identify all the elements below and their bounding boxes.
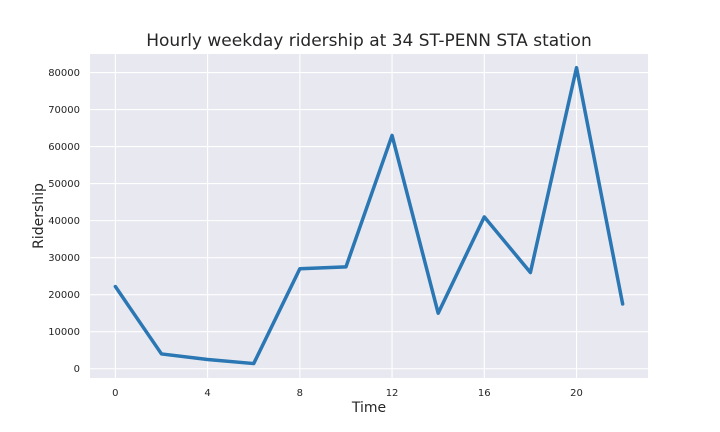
y-tick-label: 0 — [74, 364, 80, 375]
data-point — [436, 311, 440, 315]
x-axis-title: Time — [351, 400, 386, 416]
ridership-series-line — [113, 65, 625, 366]
data-point — [344, 265, 348, 269]
data-point — [113, 285, 117, 289]
x-tick-label: 4 — [204, 388, 210, 399]
series-group — [113, 65, 625, 366]
x-tick-label: 8 — [297, 388, 303, 399]
x-tick-label: 16 — [478, 388, 491, 399]
y-tick-label: 70000 — [48, 105, 80, 116]
x-tick-label: 20 — [570, 388, 583, 399]
x-tick-labels: 0 4 8 12 16 20 — [112, 388, 583, 399]
data-point — [482, 215, 486, 219]
y-axis-title: Ridership — [31, 183, 47, 249]
x-tick-label: 12 — [386, 388, 399, 399]
plot-area — [90, 54, 648, 378]
y-tick-label: 60000 — [48, 142, 80, 153]
x-tick-label: 0 — [112, 388, 118, 399]
y-tick-labels: 0 10000 20000 30000 40000 50000 60000 70000 8000… — [48, 68, 80, 375]
data-point — [621, 302, 625, 306]
y-tick-label: 40000 — [48, 216, 80, 227]
y-tick-label: 10000 — [48, 327, 80, 338]
data-point — [159, 352, 163, 356]
y-tick-label: 30000 — [48, 253, 80, 264]
y-grid — [90, 71, 648, 370]
data-point — [575, 66, 579, 70]
data-point — [206, 357, 210, 361]
data-point — [390, 133, 394, 137]
chart-title: Hourly weekday ridership at 34 ST-PENN S… — [146, 31, 591, 51]
data-point — [298, 267, 302, 271]
y-tick-label: 20000 — [48, 290, 80, 301]
data-point — [528, 270, 532, 274]
y-tick-label: 50000 — [48, 179, 80, 190]
y-tick-label: 80000 — [48, 68, 80, 79]
data-point — [252, 362, 256, 366]
